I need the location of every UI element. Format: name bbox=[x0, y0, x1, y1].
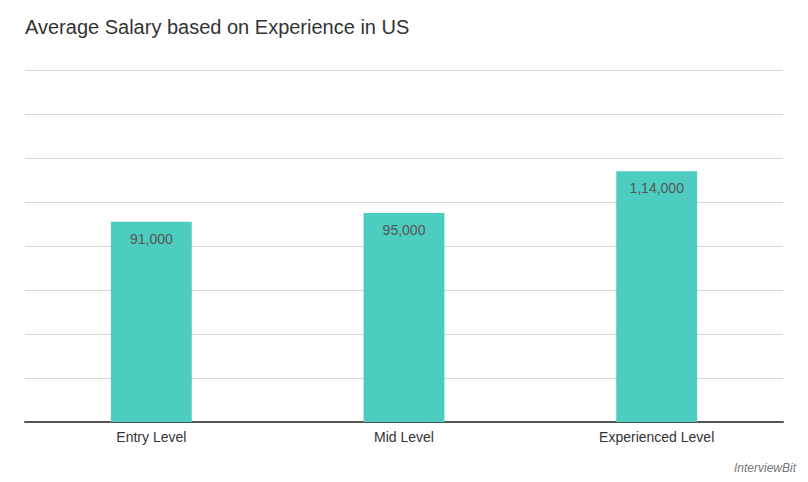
svg-text:95,000: 95,000 bbox=[383, 222, 426, 238]
svg-text:Experienced Level: Experienced Level bbox=[599, 429, 714, 445]
svg-text:Average Salary based on Experi: Average Salary based on Experience in US bbox=[25, 16, 409, 38]
svg-text:InterviewBit: InterviewBit bbox=[734, 461, 797, 475]
svg-text:1,14,000: 1,14,000 bbox=[629, 180, 684, 196]
svg-text:91,000: 91,000 bbox=[130, 231, 173, 247]
svg-text:Entry Level: Entry Level bbox=[116, 429, 186, 445]
svg-text:Mid Level: Mid Level bbox=[374, 429, 434, 445]
